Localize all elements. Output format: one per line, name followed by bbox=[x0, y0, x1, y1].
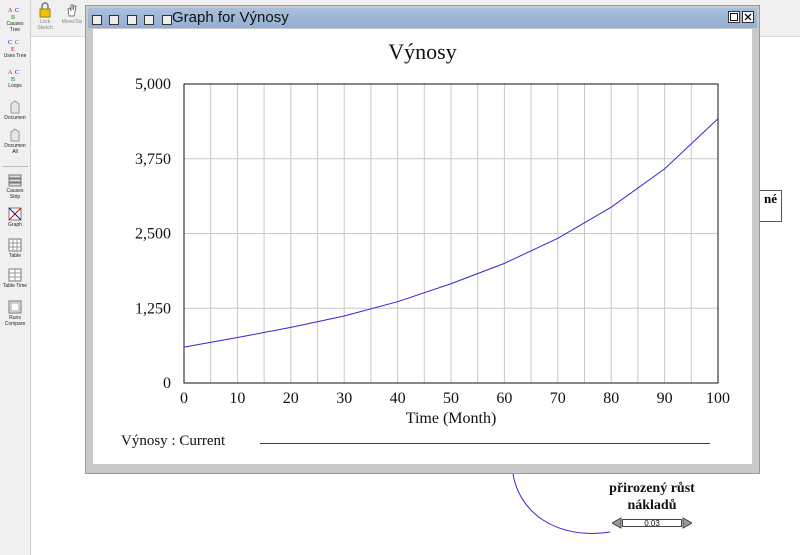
line-chart: 0 1,250 2,500 3,750 5,000 0 10 20 30 40 50 60 70 80 90… bbox=[135, 76, 730, 427]
x-axis-label: Time (Month) bbox=[406, 410, 497, 427]
maximize-button[interactable] bbox=[728, 11, 740, 23]
growth-rate-label[interactable]: přirozený růst nákladů bbox=[586, 480, 718, 514]
move-size-button[interactable]: Move/Siz bbox=[60, 2, 84, 34]
x-tick-label: 70 bbox=[550, 390, 566, 407]
graph-canvas: Výnosy 0 1,250 2,500 3,750 5,000 0 10 20 30 40 50 6… bbox=[93, 29, 752, 464]
y-tick-label: 0 bbox=[163, 375, 171, 392]
y-tick-label: 5,000 bbox=[135, 76, 171, 93]
lock-window-icon[interactable] bbox=[109, 15, 120, 25]
growth-rate-line2: nákladů bbox=[627, 498, 677, 513]
x-tick-label: 50 bbox=[443, 390, 459, 407]
document-all-tool[interactable]: Documen All bbox=[1, 128, 29, 155]
window-title: Graph for Výnosy bbox=[172, 9, 289, 26]
copy-icon[interactable] bbox=[92, 15, 102, 25]
document-icon bbox=[10, 100, 20, 114]
lock-icon bbox=[39, 2, 51, 18]
svg-text:C: C bbox=[15, 40, 19, 46]
x-tick-label: 10 bbox=[229, 390, 245, 407]
y-tick-label: 1,250 bbox=[135, 300, 171, 317]
left-tool-label: Causes Strip bbox=[6, 188, 24, 200]
slider-arrows-icon bbox=[612, 517, 692, 529]
left-tool-label: Documen bbox=[4, 115, 26, 121]
svg-text:A: A bbox=[8, 8, 13, 14]
chart-title: Výnosy bbox=[388, 39, 457, 64]
legend-series-line bbox=[260, 443, 710, 444]
x-tick-label: 30 bbox=[336, 390, 352, 407]
sketch-arrow bbox=[511, 464, 611, 534]
graph-window: Graph for Výnosy Výnosy 0 1,250 2,500 3,750… bbox=[85, 5, 760, 474]
move-label: Move/Siz bbox=[61, 19, 83, 25]
table-icon bbox=[8, 238, 22, 252]
growth-rate-slider[interactable]: 0.03 bbox=[612, 517, 692, 529]
x-tick-label: 90 bbox=[657, 390, 673, 407]
x-tick-label: 100 bbox=[706, 390, 730, 407]
clipboard-icon[interactable] bbox=[144, 15, 155, 25]
left-tool-label: Graph bbox=[8, 222, 22, 228]
svg-text:C: C bbox=[15, 70, 19, 76]
causes-strip-tool[interactable]: Causes Strip bbox=[1, 173, 29, 200]
graph-tool[interactable]: Graph bbox=[1, 207, 29, 228]
print-icon[interactable] bbox=[126, 15, 137, 25]
lock-label: Lock bbox=[39, 19, 51, 25]
runs-compare-icon bbox=[8, 300, 22, 314]
table-tool[interactable]: Table bbox=[1, 238, 29, 259]
x-tick-label: 60 bbox=[496, 390, 512, 407]
plot-frame bbox=[183, 83, 719, 384]
hand-icon bbox=[67, 4, 77, 17]
left-tool-label: Table bbox=[9, 253, 21, 259]
svg-text:C: C bbox=[15, 8, 19, 14]
svg-text:C: C bbox=[8, 40, 12, 46]
left-tool-label: Causes Tree bbox=[6, 21, 24, 33]
slider-value: 0.03 bbox=[622, 519, 682, 528]
causes-strip-icon bbox=[8, 174, 22, 187]
sketch-variable-text: né bbox=[764, 191, 777, 206]
runs-compare-tool[interactable]: Runs Compare bbox=[1, 300, 29, 327]
lock-sketch-button[interactable]: Lock Sketch bbox=[33, 2, 57, 34]
svg-text:B: B bbox=[11, 77, 15, 82]
left-tool-label: Loops bbox=[8, 83, 22, 89]
series-line-vynosy bbox=[183, 118, 719, 348]
left-tool-label: Table Time bbox=[2, 283, 28, 289]
window-title-bar[interactable]: Graph for Výnosy bbox=[88, 8, 757, 28]
growth-rate-line1: přirozený růst bbox=[609, 481, 695, 496]
title-tools bbox=[92, 12, 175, 25]
y-tick-label: 3,750 bbox=[135, 151, 171, 168]
left-tool-label: Documen All bbox=[4, 143, 26, 155]
graph-icon bbox=[8, 207, 22, 221]
left-tool-label: Runs Compare bbox=[4, 315, 26, 327]
y-tick-label: 2,500 bbox=[135, 226, 171, 243]
lock-sublabel: Sketch bbox=[37, 25, 53, 31]
close-icon bbox=[744, 13, 752, 21]
x-tick-label: 20 bbox=[283, 390, 299, 407]
svg-text:E: E bbox=[11, 47, 15, 52]
svg-text:A: A bbox=[8, 70, 13, 76]
table-time-tool[interactable]: Table Time bbox=[1, 268, 29, 289]
document-all-icon bbox=[10, 128, 20, 142]
left-tool-label: Uses Tree bbox=[3, 53, 27, 59]
toolbar-divider bbox=[2, 166, 28, 167]
table-time-icon bbox=[8, 268, 22, 282]
maximize-icon bbox=[730, 13, 738, 21]
close-button[interactable] bbox=[742, 11, 754, 23]
svg-text:B: B bbox=[11, 15, 15, 20]
x-tick-label: 0 bbox=[180, 390, 188, 407]
x-tick-label: 40 bbox=[390, 390, 406, 407]
x-tick-label: 80 bbox=[603, 390, 619, 407]
document-tool[interactable]: Documen bbox=[1, 100, 29, 121]
legend-series-label: Výnosy : Current bbox=[121, 433, 226, 449]
save-icon[interactable] bbox=[161, 15, 172, 25]
